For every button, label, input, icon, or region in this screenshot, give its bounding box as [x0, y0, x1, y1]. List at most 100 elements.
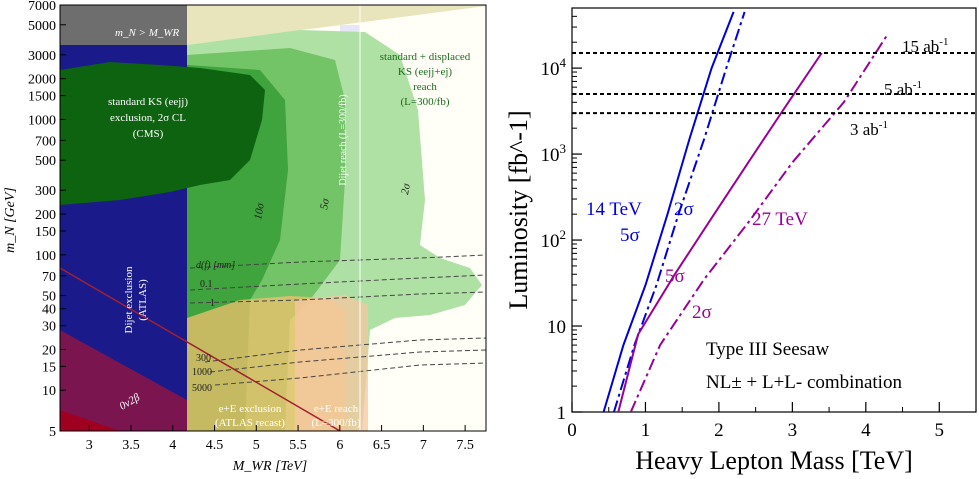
label-dijet-exclusion: Dijet exclusion	[123, 266, 135, 333]
right-y-tick-label: 103	[541, 141, 567, 166]
label-reach-4: (L=300/fb)	[401, 96, 450, 108]
left-x-tick-label: 3	[86, 438, 93, 453]
label-mn-gt-mwr: m_N > M_WR	[115, 27, 180, 39]
right-y-tick-label: 104	[541, 55, 567, 80]
left-x-tick-label: 6.5	[373, 438, 391, 453]
label-dn: d(f) [mm]	[196, 260, 235, 271]
label-d300: 300	[196, 353, 211, 364]
label-cms-2: exclusion, 2σ CL	[110, 112, 186, 124]
left-y-tick-label: 200	[35, 208, 56, 223]
right-y-tick-label: 10	[547, 317, 566, 338]
left-y-tick-label: 10	[42, 384, 56, 399]
right-ylabel-text: Luminosity [fb^-1]	[504, 110, 533, 309]
left-x-ticks: 3 3.5 4 4.5 5 5.5 6 6.5 7 7.5	[86, 425, 474, 453]
left-plot-frame	[59, 4, 487, 432]
label-reach-2: KS (eejj+ej)	[398, 66, 452, 78]
right-x-tick-label: 4	[861, 420, 871, 441]
region-0nu2beta	[60, 330, 187, 431]
label-27tev: 27 TeV	[752, 209, 808, 230]
label-lumi5: 5 ab-1	[884, 79, 922, 99]
left-y-tick-label: 150	[35, 225, 56, 240]
label-reach-3: reach	[413, 81, 437, 93]
left-y-tick-label: 5000	[28, 19, 56, 34]
right-plot-frame	[571, 7, 977, 413]
left-y-tick-label: 100	[35, 249, 56, 264]
right-xlabel: Heavy Lepton Mass [TeV]	[635, 446, 913, 475]
label-lumi5-text: 5 ab	[884, 80, 913, 99]
left-x-tick-label: 4.5	[206, 438, 224, 453]
label-lumi15: 15 ab-1	[902, 36, 948, 56]
right-x-tick-label: 2	[714, 420, 724, 441]
left-panel: m_N > M_WR standard KS (eejj) exclusion,…	[3, 0, 487, 474]
label-title1: Type III Seesaw	[706, 339, 829, 360]
label-lumi3: 3 ab-1	[850, 119, 888, 139]
label-ee-exclusion-1: e+E exclusion	[219, 403, 282, 415]
label-lumi15-text: 15 ab	[902, 37, 939, 56]
left-x-tick-label: 7.5	[456, 438, 474, 453]
region-mn-gt-mwr	[60, 5, 187, 45]
left-y-tick-label: 40	[42, 303, 56, 318]
label-14tev: 14 TeV	[586, 199, 642, 220]
right-y-tick-label: 1	[557, 403, 567, 424]
right-x-tick-label: 3	[788, 420, 798, 441]
left-x-tick-label: 3.5	[122, 438, 140, 453]
label-lumi3-text: 3 ab	[850, 120, 879, 139]
left-y-tick-label: 15	[42, 360, 56, 375]
label-ee-exclusion-2: (ATLAS recast)	[215, 417, 285, 429]
label-dijet-reach: Dijet reach (L=300/fb)	[338, 94, 349, 185]
region-ee-reach	[295, 295, 368, 431]
left-y-tick-label: 500	[35, 154, 56, 169]
label-10sigma: 10σ	[252, 202, 267, 221]
series-line-2	[617, 52, 823, 412]
left-y-tick-label: 2000	[28, 73, 56, 88]
left-y-tick-label: 20	[42, 343, 56, 358]
left-y-tick-label: 50	[42, 290, 56, 305]
label-14tev-2sigma: 2σ	[674, 199, 694, 220]
series-line-0	[602, 11, 735, 412]
left-y-tick-label: 5	[49, 425, 56, 440]
label-d5000: 5000	[192, 383, 212, 394]
right-x-tick-label: 0	[567, 420, 577, 441]
left-y-tick-label: 30	[42, 320, 56, 335]
label-d1000: 1000	[192, 367, 212, 378]
right-x-tick-label: 5	[935, 420, 945, 441]
label-d01: 0.1	[200, 279, 213, 290]
region-0nu2beta-bottom	[60, 410, 120, 431]
left-y-tick-label: 3000	[28, 49, 56, 64]
right-y-tick-label: 102	[541, 227, 567, 252]
label-reach-1: standard + displaced	[380, 51, 471, 63]
left-x-tick-label: 7	[420, 438, 427, 453]
left-y-tick-label: 700	[35, 134, 56, 149]
left-y-tick-label: 1500	[28, 90, 56, 105]
label-d1: 1	[210, 298, 215, 309]
left-x-tick-label: 5.5	[289, 438, 307, 453]
label-2sigma: 2σ	[399, 182, 413, 195]
label-dijet-exclusion-2: (ATLAS)	[137, 279, 149, 321]
left-y-tick-label: 1000	[28, 113, 56, 128]
right-curves	[572, 11, 976, 412]
right-ylabel: Luminosity [fb^-1]	[504, 110, 533, 309]
label-cms-3: (CMS)	[133, 128, 164, 140]
left-y-tick-label: 300	[35, 184, 56, 199]
left-x-tick-label: 5	[253, 438, 260, 453]
left-ylabel: m_N [GeV]	[3, 187, 18, 253]
right-x-tick-label: 1	[641, 420, 651, 441]
left-x-tick-label: 6	[336, 438, 343, 453]
region-cms-exclusion	[60, 62, 265, 205]
label-cms-1: standard KS (eejj)	[108, 96, 188, 108]
series-line-3	[629, 33, 889, 412]
label-5sigma: 5σ	[318, 197, 332, 210]
label-27tev-2sigma: 2σ	[692, 302, 712, 323]
right-x-ticks: 0 1 2 3 4 5	[567, 402, 944, 441]
label-14tev-5sigma: 5σ	[620, 225, 640, 246]
left-x-tick-label: 4	[169, 438, 176, 453]
label-27tev-5sigma: 5σ	[665, 266, 685, 287]
label-ee-reach-2: (L=300/fb)	[312, 417, 361, 429]
left-xlabel: M_WR [TeV]	[232, 459, 308, 474]
right-y-ticks: 1 10 102 103 104	[541, 7, 582, 424]
label-ee-reach-1: e+E reach	[314, 403, 359, 415]
left-y-tick-label: 70	[42, 270, 56, 285]
